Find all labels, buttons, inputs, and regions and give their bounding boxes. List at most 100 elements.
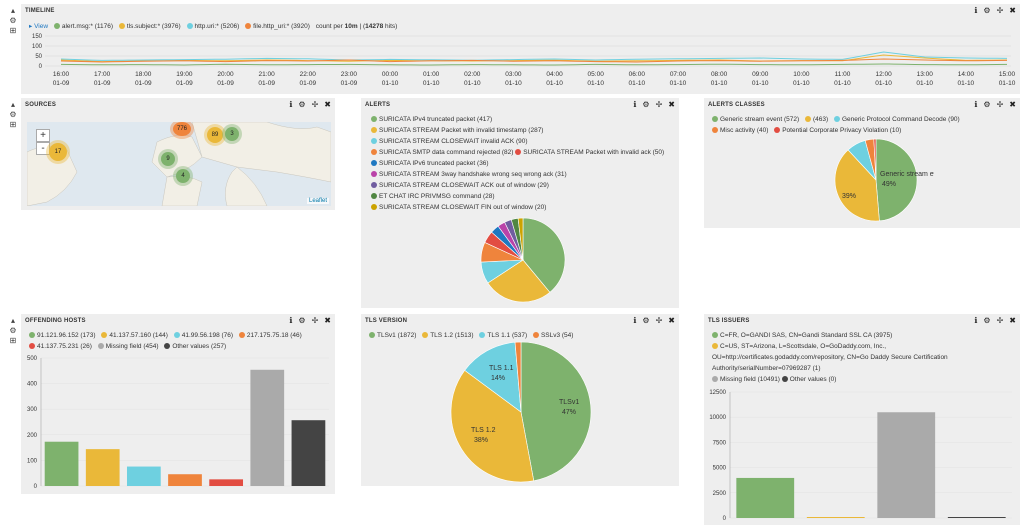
legend-label: Potential Corporate Privacy Violation (1… [782,127,902,134]
map-cluster[interactable]: 9 [161,152,175,166]
gear-icon[interactable]: ⚙ [642,316,650,325]
legend-item[interactable]: SURICATA STREAM Packet with invalid ack … [515,149,664,156]
legend-item[interactable]: SSLv3 (54) [532,330,573,341]
close-icon[interactable]: ✖ [1009,6,1016,15]
offending-hosts-bar-chart[interactable]: 500 400 300 200 100 0 [21,352,335,492]
view-toggle[interactable]: ▸ View [29,23,49,30]
close-icon[interactable]: ✖ [324,316,331,325]
move-icon[interactable]: ✢ [311,100,319,109]
move-icon[interactable]: ✢ [996,6,1004,15]
legend-item[interactable]: SURICATA IPv4 truncated packet (417) [371,114,671,125]
view-label[interactable]: View [34,23,49,30]
legend-item[interactable]: SURICATA IPv6 truncated packet (36) [371,158,671,169]
move-icon[interactable]: ✢ [996,316,1004,325]
map-cluster[interactable]: 4 [176,169,190,183]
legend-item[interactable]: SURICATA STREAM 3way handshake wrong seq… [371,169,671,180]
gear-icon[interactable]: ⚙ [298,100,306,109]
info-icon[interactable]: ℹ [633,316,637,325]
add-panel-icon[interactable]: ⊞ [9,120,17,129]
timeline-chart[interactable]: 150 100 50 0 16:00 01-09 17:00 01-09 18:00 01-09 1… [21,32,1020,92]
alerts-pie-chart[interactable] [473,216,573,306]
close-icon[interactable]: ✖ [668,316,675,325]
map-cluster[interactable]: 3 [225,127,239,141]
add-panel-icon[interactable]: ⊞ [9,26,17,35]
collapse-icon[interactable]: ▴ [10,316,15,325]
x-tick-date: 01-10 [958,80,975,87]
legend-item[interactable]: tls.subject:* (3976) [118,21,181,32]
legend-item[interactable]: Other values (257) [164,341,226,352]
collapse-icon[interactable]: ▴ [10,100,15,109]
legend-item[interactable]: 41.137.57.160 (144) [101,330,168,341]
legend-item[interactable]: Missing field (10491) [712,376,780,383]
gear-icon[interactable]: ⚙ [983,316,991,325]
legend-item[interactable]: Potential Corporate Privacy Violation (1… [774,125,901,136]
info-icon[interactable]: ℹ [974,6,978,15]
move-icon[interactable]: ✢ [311,316,319,325]
slice-label: 49% [882,181,896,188]
legend-item[interactable]: Generic Protocol Command Decode (90) [833,114,960,125]
gear-icon[interactable]: ⚙ [642,100,650,109]
move-icon[interactable]: ✢ [655,316,663,325]
x-tick-date: 01-10 [546,80,563,87]
legend-item[interactable]: Misc activity (40) [712,125,768,136]
legend-item[interactable]: TLS 1.2 (1513) [422,330,474,341]
tls-issuers-bar-chart[interactable]: 12500 10000 7500 5000 2500 0 [704,384,1020,524]
tls-version-pie-chart[interactable]: TLSv1 47% TLS 1.2 38% TLS 1.1 14% [441,340,601,486]
legend-item[interactable]: alert.msg:* (1176) [53,21,113,32]
map-cluster[interactable]: 89 [207,127,223,143]
gear-icon[interactable]: ⚙ [9,326,17,335]
info-icon[interactable]: ℹ [974,316,978,325]
legend-item[interactable]: C=FR, O=GANDI SAS, CN=Gandi Standard SSL… [712,330,1012,341]
move-icon[interactable]: ✢ [655,100,663,109]
info-icon[interactable]: ℹ [289,100,293,109]
x-tick-date: 01-10 [999,80,1016,87]
leaflet-attribution[interactable]: Leaflet [306,198,329,204]
gear-icon[interactable]: ⚙ [983,100,991,109]
legend-item[interactable]: 217.175.75.18 (46) [238,330,302,341]
map-cluster[interactable]: 776 [173,122,191,136]
legend-item[interactable]: SURICATA STREAM Packet with invalid time… [371,125,671,136]
legend-item[interactable]: SURICATA STREAM CLOSEWAIT invalid ACK (9… [371,136,671,147]
gear-icon[interactable]: ⚙ [983,6,991,15]
gear-icon[interactable]: ⚙ [9,16,17,25]
legend-item[interactable]: TLS 1.1 (537) [479,330,527,341]
legend-item[interactable]: Missing field (454) [97,341,159,352]
alert-classes-pie-chart[interactable]: Generic stream event 49% 39% [814,136,934,226]
legend-item[interactable]: SURICATA SMTP data command rejected (82) [371,149,513,156]
info-icon[interactable]: ℹ [974,100,978,109]
interval-value[interactable]: 10m [344,23,358,30]
legend-item[interactable]: SURICATA STREAM CLOSEWAIT ACK out of win… [371,180,671,191]
gear-icon[interactable]: ⚙ [298,316,306,325]
gear-icon[interactable]: ⚙ [9,110,17,119]
sources-map[interactable]: + - 776 89 3 17 9 4 Leaflet [27,122,331,206]
legend-item[interactable]: (463) [804,114,828,125]
legend-dot [371,138,377,144]
legend-item[interactable]: TLSv1 (1872) [369,330,416,341]
move-icon[interactable]: ✢ [996,100,1004,109]
close-icon[interactable]: ✖ [1009,316,1016,325]
close-icon[interactable]: ✖ [1009,100,1016,109]
legend-item[interactable]: 41.137.75.231 (26) [29,341,92,352]
legend-item[interactable]: file.http_uri:* (3920) [245,21,310,32]
map-cluster[interactable]: 17 [49,143,67,161]
x-tick-date: 01-10 [464,80,481,87]
collapse-icon[interactable]: ▴ [10,6,15,15]
pie-slice [517,217,524,261]
legend-item[interactable]: C=US, ST=Arizona, L=Scottsdale, O=GoDadd… [712,341,1012,374]
info-icon[interactable]: ℹ [633,100,637,109]
panel-title: TIMELINE [25,8,55,14]
legend-item[interactable]: Generic stream event (572) [712,114,799,125]
close-icon[interactable]: ✖ [668,100,675,109]
zoom-in-button[interactable]: + [36,129,50,142]
legend-item[interactable]: Other values (0) [781,376,836,383]
add-panel-icon[interactable]: ⊞ [9,336,17,345]
legend-item[interactable]: SURICATA STREAM CLOSEWAIT FIN out of win… [371,202,671,213]
zoom-out-button[interactable]: - [36,142,50,155]
legend-item[interactable]: 41.99.56.198 (76) [173,330,233,341]
info-icon[interactable]: ℹ [289,316,293,325]
legend-item[interactable]: ET CHAT IRC PRIVMSG command (28) [371,191,671,202]
legend-item[interactable]: http.uri:* (5206) [186,21,239,32]
legend-item[interactable]: 91.121.96.152 (173) [29,330,96,341]
close-icon[interactable]: ✖ [324,100,331,109]
pie-slice [873,138,877,181]
